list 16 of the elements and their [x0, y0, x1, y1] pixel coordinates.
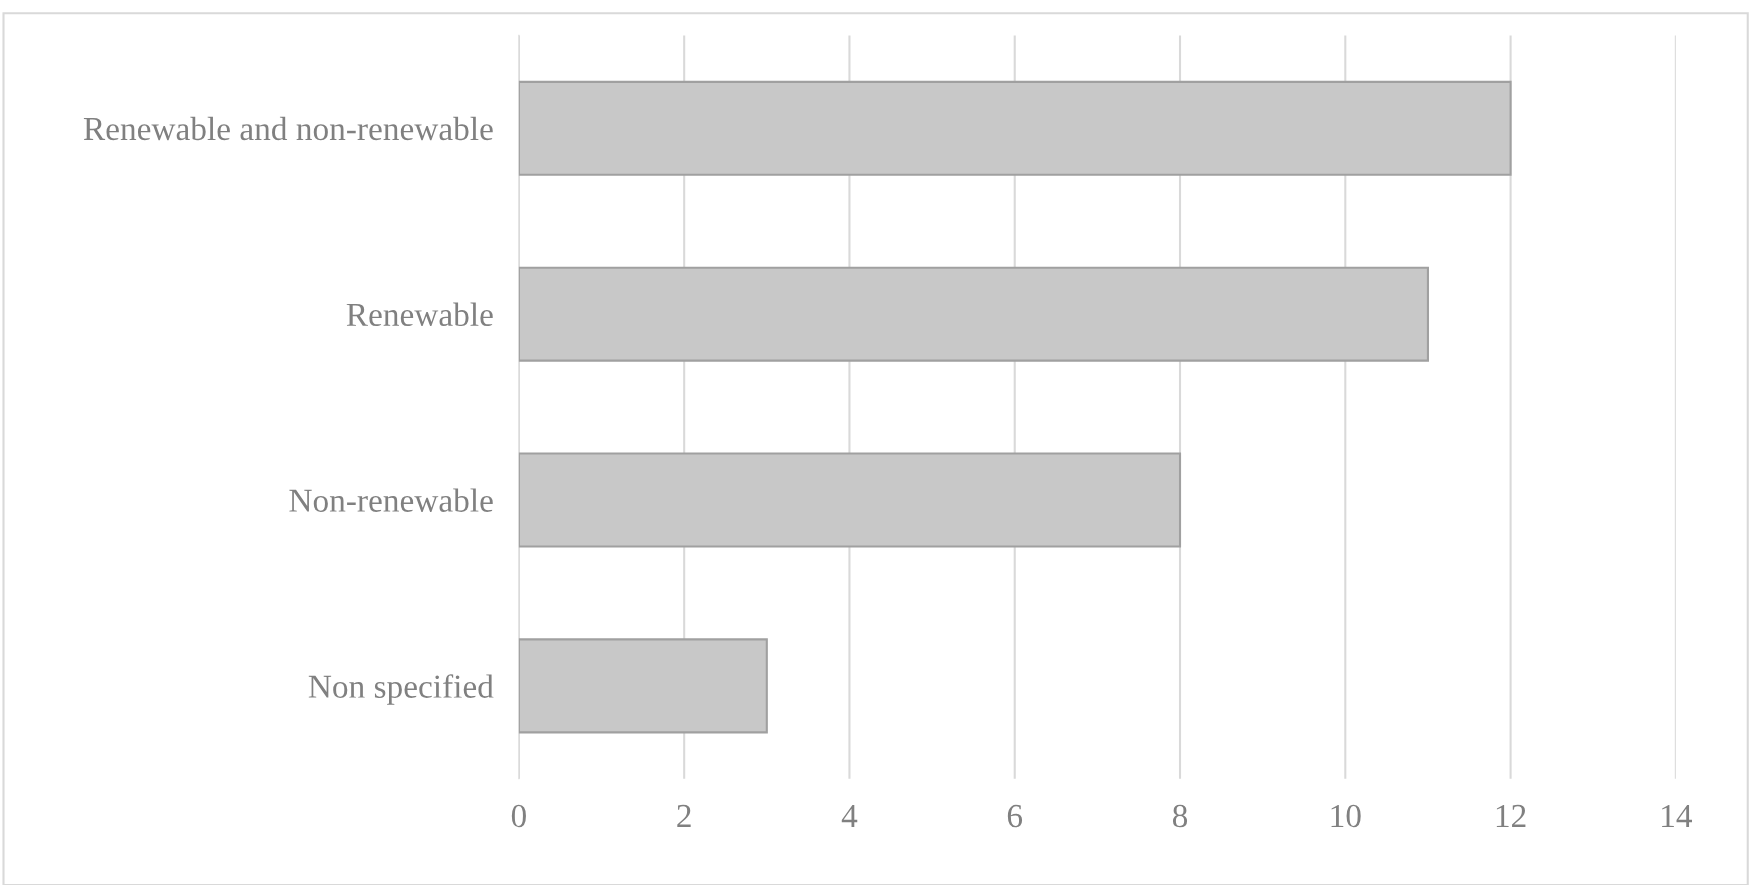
x-tick-label: 12	[1496, 804, 1526, 827]
bar	[518, 638, 768, 734]
x-tick-label: 8	[1172, 804, 1188, 828]
x-tick-label: 2	[677, 804, 691, 827]
bar	[518, 80, 1512, 176]
x-tick-label: 4	[841, 804, 858, 827]
x-tick-label: 10	[1331, 804, 1361, 828]
y-tick-label: Renewable and non-renewable	[83, 116, 493, 141]
x-tick-label: 0	[511, 804, 526, 828]
bar	[518, 452, 1182, 548]
bar	[518, 266, 1429, 362]
y-tick-label: Non specified	[308, 674, 494, 705]
y-tick-label: Non-renewable	[289, 488, 493, 512]
x-tick-label: 6	[1007, 804, 1023, 828]
y-tick-label: Renewable	[346, 302, 493, 327]
x-tick-label: 14	[1662, 804, 1693, 827]
